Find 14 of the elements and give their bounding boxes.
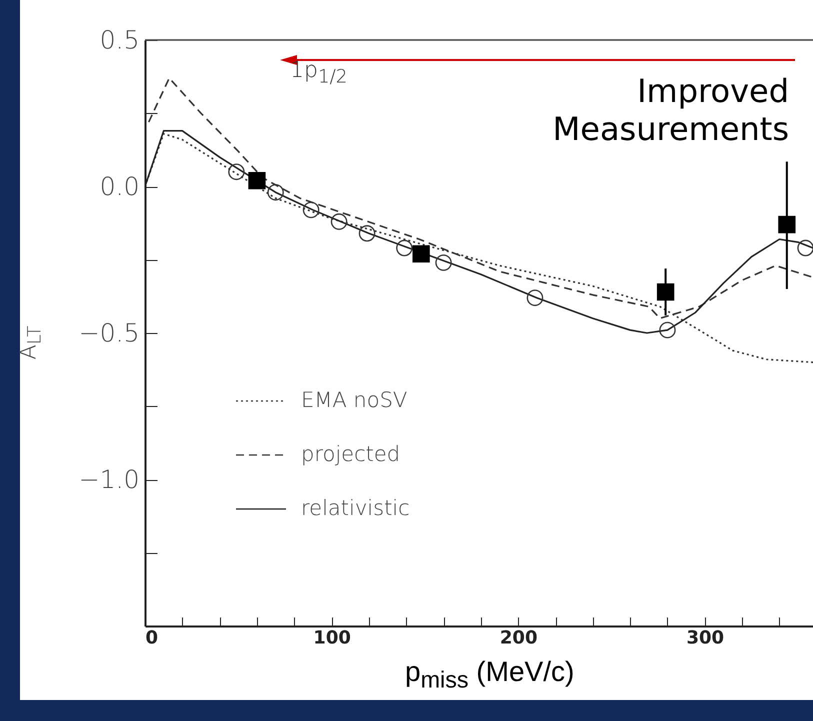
y-tick-label: 0.5 bbox=[100, 26, 140, 54]
x-tick-label: 0 bbox=[146, 628, 158, 648]
annotation: 1p$_{1/2}$ bbox=[290, 58, 348, 88]
y-tick-label: −0.5 bbox=[78, 318, 140, 348]
annotation: Improved Measurements bbox=[552, 72, 789, 148]
y-tick-label: −1.0 bbox=[78, 465, 140, 494]
legend-label: EMA noSV bbox=[301, 388, 408, 412]
x-tick-label: 300 bbox=[686, 628, 724, 648]
legend-label: relativistic bbox=[301, 496, 410, 520]
x-tick-label: 100 bbox=[313, 628, 351, 648]
y-tick-label: 0.0 bbox=[100, 172, 140, 201]
x-axis-title: p$_{miss}$ (MeV/c) bbox=[405, 656, 574, 694]
x-tick-label: 200 bbox=[500, 628, 538, 648]
legend-label: projected bbox=[301, 442, 400, 466]
